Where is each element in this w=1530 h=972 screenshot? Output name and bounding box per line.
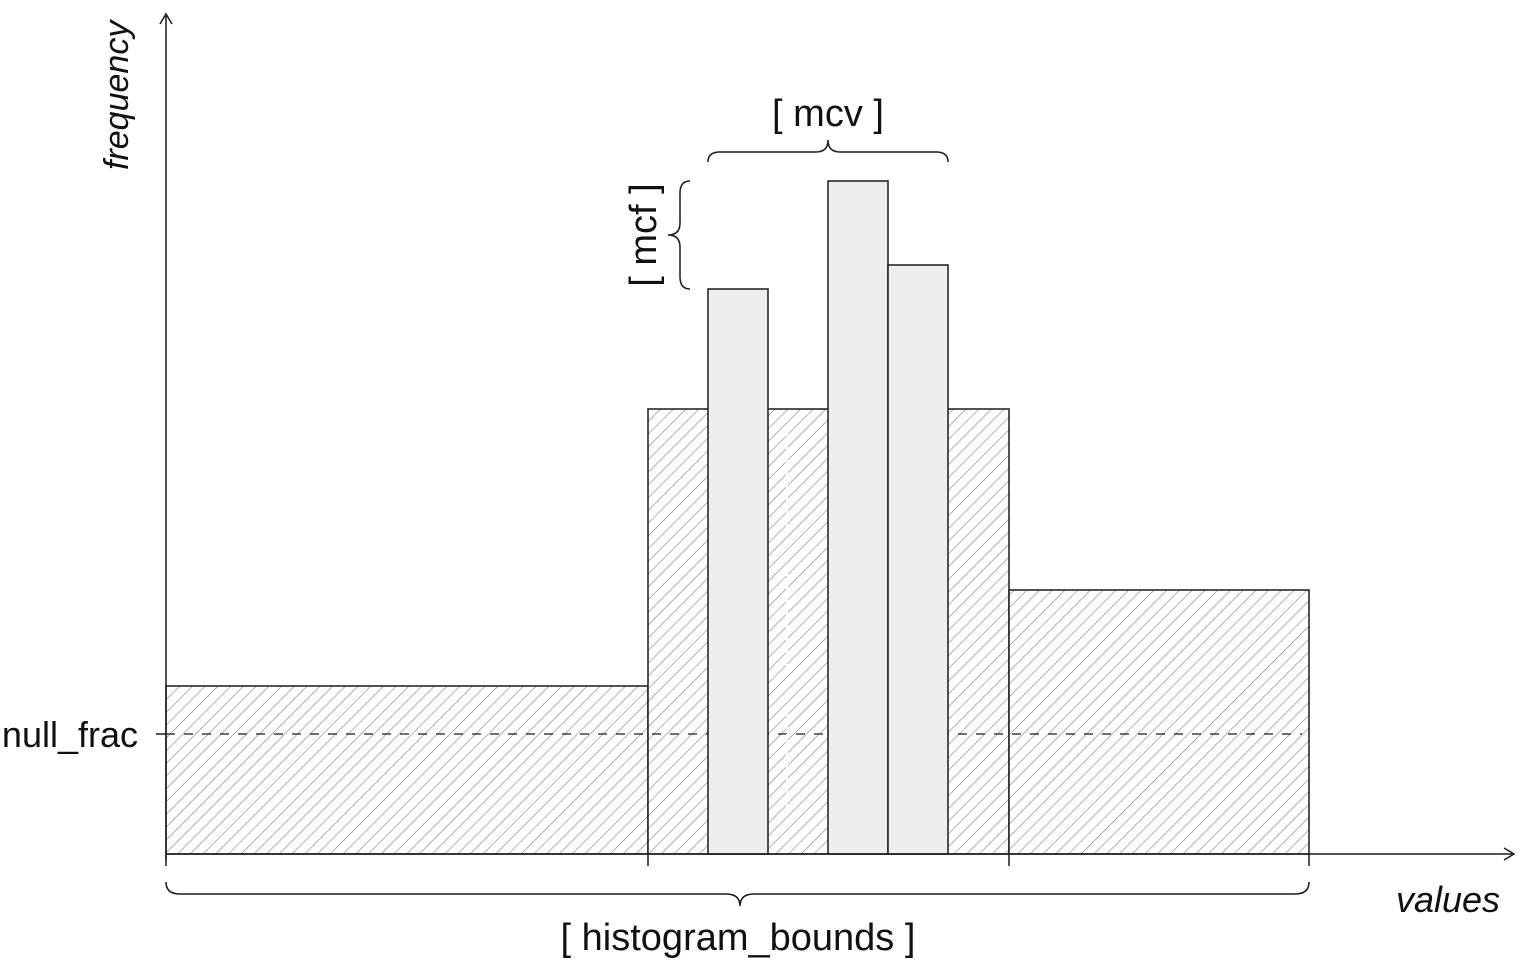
- y-axis-label: frequency: [98, 19, 136, 170]
- histogram-bounds-label: [ histogram_bounds ]: [561, 917, 916, 959]
- x-axis-arrow: [1503, 847, 1516, 861]
- null-frac-label: null_frac: [2, 714, 138, 755]
- y-axis-arrow: [159, 12, 173, 25]
- mcv-bar-2: [827, 180, 889, 855]
- mcf-label: [ mcf ]: [623, 183, 665, 286]
- mcf-brace: [667, 180, 691, 290]
- mcv-bar-1: [707, 288, 769, 855]
- mcv-brace: [707, 139, 949, 163]
- histogram-bucket-1: [165, 685, 649, 855]
- x-axis-label: values: [1396, 879, 1500, 920]
- histogram-bounds-brace: [165, 881, 1310, 907]
- histogram-bucket-3: [1008, 589, 1310, 855]
- mcv-label: [ mcv ]: [772, 93, 884, 135]
- mcv-bar-3: [887, 264, 949, 855]
